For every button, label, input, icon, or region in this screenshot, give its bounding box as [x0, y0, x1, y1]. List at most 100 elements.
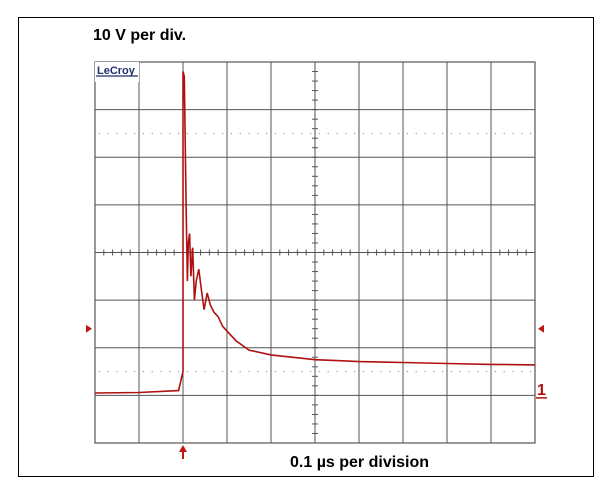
grid-dot [442, 132, 444, 135]
grid-dot [292, 132, 294, 135]
grid-dot [107, 132, 109, 135]
trigger-arrow-head [179, 445, 187, 452]
grid-dot [468, 370, 470, 373]
grid-dot [125, 370, 127, 373]
grid-dot [433, 370, 435, 373]
grid-dot [424, 370, 426, 373]
grid-dot [521, 370, 523, 373]
trigger-marker [179, 445, 187, 459]
grid-dot [195, 132, 197, 135]
grid-dot [283, 370, 285, 373]
grid-dot [274, 370, 276, 373]
grid-dot [336, 132, 338, 135]
grid-dot [310, 132, 312, 135]
grid-dot [494, 132, 496, 135]
grid-dot [327, 132, 329, 135]
grid-dot [521, 132, 523, 135]
grid-dot [301, 132, 303, 135]
grid-dot [477, 370, 479, 373]
brand-label: LeCroy [97, 65, 136, 77]
grid-dot [380, 370, 382, 373]
grid-dot [266, 370, 268, 373]
grid-dot [477, 132, 479, 135]
grid-dot [257, 370, 259, 373]
grid-dot [301, 370, 303, 373]
grid-dot [371, 132, 373, 135]
grid-dot [98, 370, 100, 373]
waveform-trace [94, 71, 536, 394]
graticule [94, 61, 536, 444]
grid-dot [486, 132, 488, 135]
grid-dot [442, 370, 444, 373]
grid-dot [169, 370, 171, 373]
grid-dot [186, 370, 188, 373]
grid-dot [186, 132, 188, 135]
grid-dot [239, 370, 241, 373]
grid-dot [512, 132, 514, 135]
grid-dot [494, 370, 496, 373]
grid-dot [169, 132, 171, 135]
grid-dot [178, 370, 180, 373]
grid-dot [125, 132, 127, 135]
grid-dot [503, 370, 505, 373]
grid-dot [415, 370, 417, 373]
grid-dot [530, 132, 532, 135]
grid-dot [283, 132, 285, 135]
grid-dot [195, 370, 197, 373]
grid-dot [327, 370, 329, 373]
grid-dot [213, 132, 215, 135]
grid-dot [468, 132, 470, 135]
grid-dot [213, 370, 215, 373]
grid-dot [292, 370, 294, 373]
grid-dot [230, 370, 232, 373]
grid-dot [450, 132, 452, 135]
grid-dot [389, 132, 391, 135]
grid-dot [266, 132, 268, 135]
grid-dot [530, 370, 532, 373]
channel-label: 1 [537, 382, 546, 399]
grid-dot [142, 132, 144, 135]
grid-dot [415, 132, 417, 135]
grid-dot [239, 132, 241, 135]
grid-dot [160, 370, 162, 373]
grid-dot [345, 132, 347, 135]
ground-level-marker-right [538, 324, 544, 333]
grid-dot [406, 132, 408, 135]
grid-dot [98, 132, 100, 135]
grid-dot [380, 132, 382, 135]
figure-frame [18, 17, 594, 477]
voltage-scale-label: 10 V per div. [93, 27, 187, 44]
grid-dot [160, 132, 162, 135]
grid-dot [318, 132, 320, 135]
grid-dot [310, 370, 312, 373]
grid-dot [459, 370, 461, 373]
grid-dot [503, 132, 505, 135]
grid-dot [107, 370, 109, 373]
grid-dot [345, 370, 347, 373]
grid-dot [116, 132, 118, 135]
grid-dot [398, 132, 400, 135]
grid-dot [512, 370, 514, 373]
grid-dot [424, 132, 426, 135]
grid-dot [406, 370, 408, 373]
grid-dot [362, 132, 364, 135]
grid-dot [398, 370, 400, 373]
grid-dot [486, 370, 488, 373]
grid-dot [204, 132, 206, 135]
grid-dot [116, 370, 118, 373]
grid-dot [142, 370, 144, 373]
ground-level-marker-left [86, 324, 92, 333]
grid-dot [389, 370, 391, 373]
grid-dot [134, 132, 136, 135]
grid-dot [151, 132, 153, 135]
grid-dot [354, 132, 356, 135]
grid-dot [274, 132, 276, 135]
grid-dot [459, 132, 461, 135]
grid-dot [222, 370, 224, 373]
time-scale-label: 0.1 µs per division [290, 454, 430, 471]
grid-dot [371, 370, 373, 373]
grid-dot [354, 370, 356, 373]
grid-dot [204, 370, 206, 373]
grid-dot [134, 370, 136, 373]
